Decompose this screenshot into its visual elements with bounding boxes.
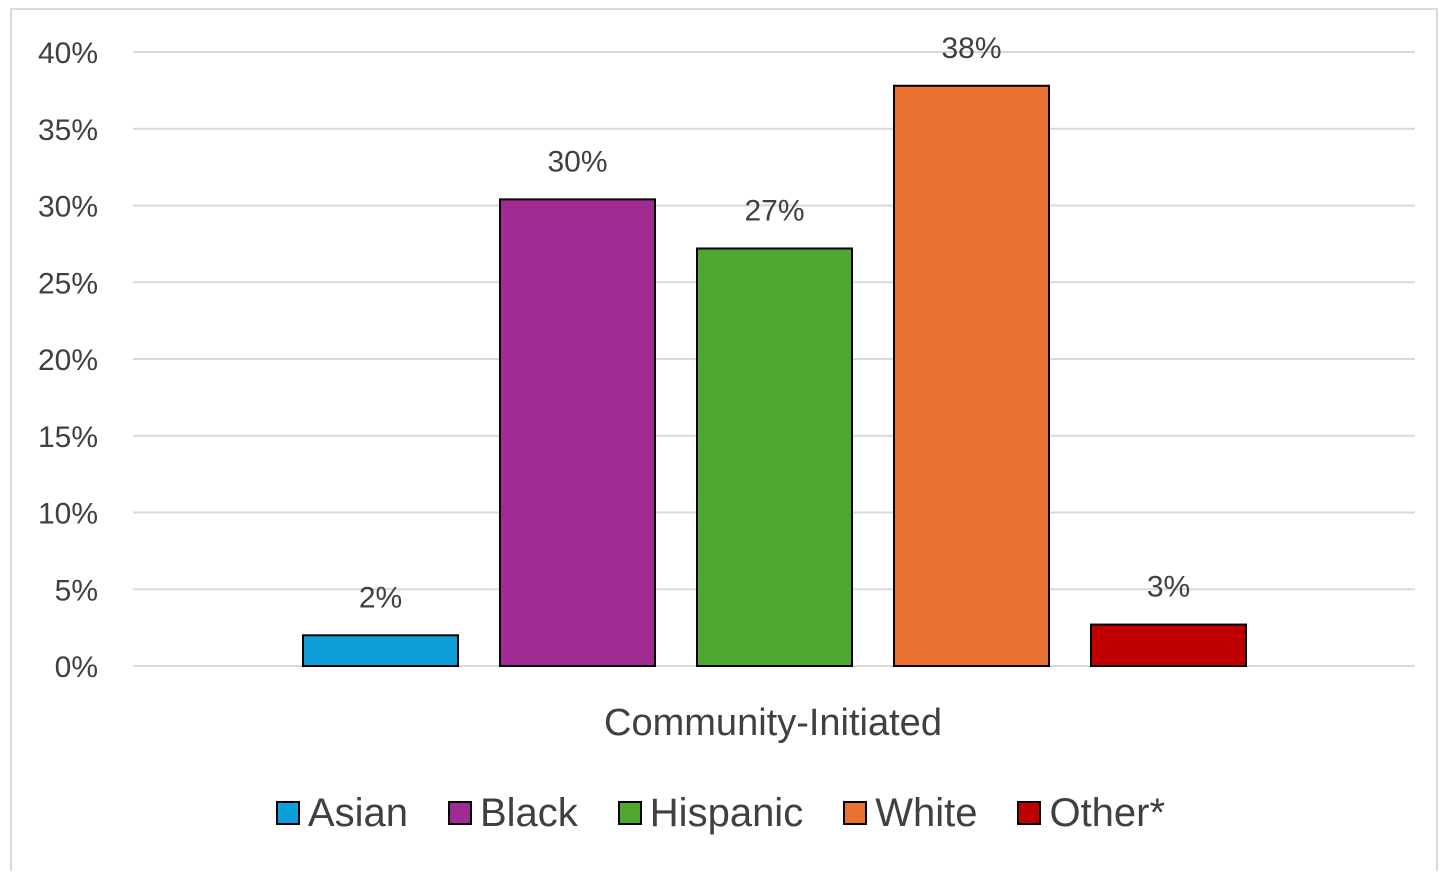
y-tick-label: 15%	[38, 421, 98, 454]
data-label: 30%	[547, 145, 607, 178]
legend-item: Asian	[275, 791, 408, 835]
legend-item: White	[843, 793, 977, 833]
legend-item: Black	[447, 791, 578, 835]
data-label: 3%	[1147, 571, 1190, 604]
legend-item: Hispanic	[617, 791, 804, 835]
bar-other	[1090, 623, 1247, 667]
legend-label: White	[875, 791, 978, 835]
legend-swatch	[617, 801, 642, 825]
y-tick-label: 0%	[55, 651, 98, 684]
bars	[302, 84, 1247, 668]
legend-label: Asian	[307, 791, 408, 835]
bar-asian	[302, 634, 459, 667]
legend-label: Hispanic	[649, 791, 804, 835]
y-axis-ticks: 0% 5% 10% 15% 20% 25% 30% 35% 40%	[38, 37, 98, 684]
data-label: 27%	[744, 194, 804, 227]
y-tick-label: 40%	[38, 37, 98, 70]
data-labels: 2% 30% 27% 38% 3%	[359, 32, 1190, 615]
legend-swatch	[447, 801, 472, 825]
y-tick-label: 25%	[38, 267, 98, 300]
bar-hispanic	[696, 247, 853, 667]
y-tick-label: 5%	[55, 574, 98, 607]
category-label: Community-Initiated	[604, 702, 942, 744]
legend-swatch	[1017, 801, 1042, 825]
bar-white	[893, 84, 1050, 667]
y-tick-label: 30%	[38, 191, 98, 224]
legend-item: Other*	[1017, 793, 1165, 833]
legend-swatch	[275, 801, 300, 825]
legend: Asian Black Hispanic White Other*	[0, 788, 1441, 838]
y-tick-label: 20%	[38, 344, 98, 377]
legend-swatch	[843, 801, 868, 825]
y-tick-label: 10%	[38, 498, 98, 531]
bar-black	[499, 198, 656, 668]
data-label: 38%	[941, 32, 1001, 65]
legend-label: Black	[479, 791, 578, 835]
y-tick-label: 35%	[38, 114, 98, 147]
data-label: 2%	[359, 581, 402, 614]
legend-label: Other*	[1049, 791, 1166, 835]
